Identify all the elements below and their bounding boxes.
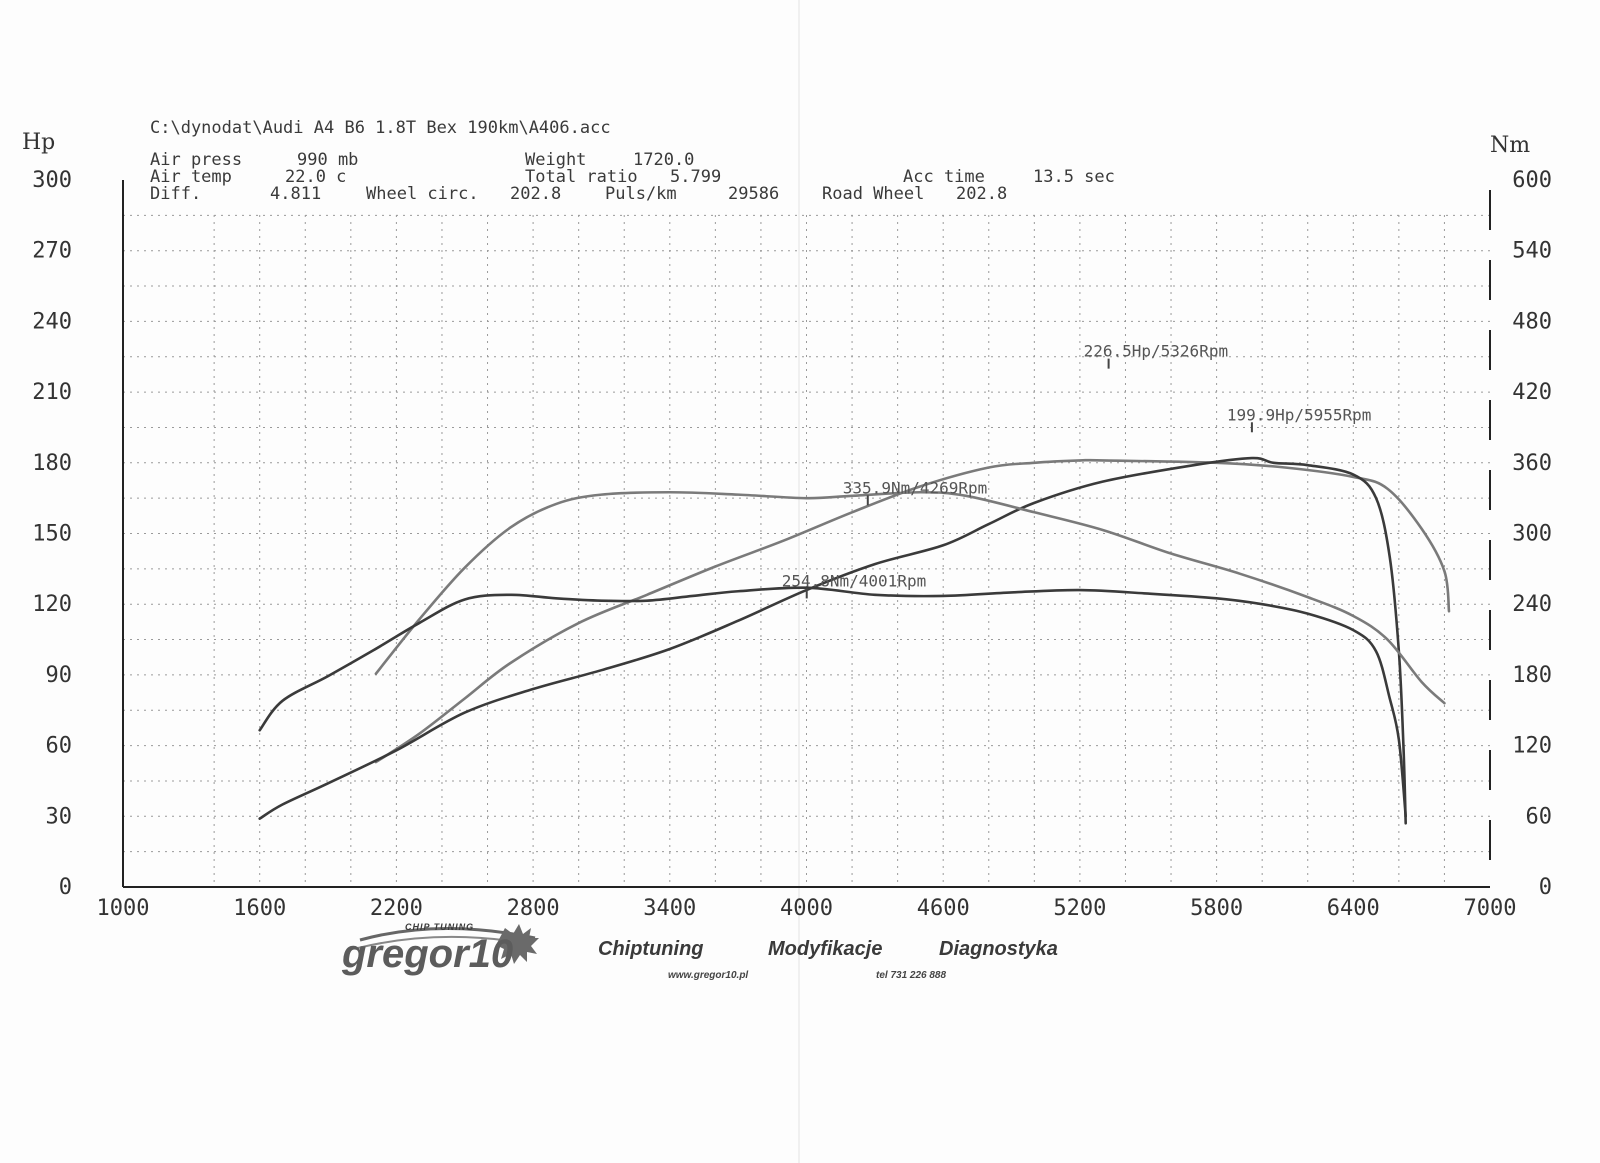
acc-time-label: Acc time (903, 167, 985, 187)
y-right-tick-label: 420 (1512, 380, 1552, 405)
diff-label: Diff. (150, 184, 202, 204)
peak-label: 254.8Nm/4001Rpm (782, 571, 927, 590)
power-curve-tuned (374, 458, 1451, 764)
x-tick-label: 4000 (780, 896, 833, 921)
x-tick-label: 5200 (1053, 896, 1106, 921)
wheel-circ-value: 202.8 (510, 184, 562, 204)
y-left-tick-label: 0 (59, 875, 72, 900)
air-press-label: Air press (150, 150, 243, 170)
website: www.gregor10.pl (668, 970, 749, 981)
road-wheel-value: 202.8 (956, 184, 1008, 204)
y-right-tick-label: 180 (1512, 663, 1552, 688)
file-path: C:\dynodat\Audi A4 B6 1.8T Bex 190km\A40… (150, 118, 611, 138)
y-right-tick-label: 240 (1512, 592, 1552, 617)
total-ratio-value: 5.799 (670, 167, 722, 187)
total-ratio-label: Total ratio (525, 167, 638, 187)
torque-curve-tuned (374, 490, 1446, 705)
x-tick-label: 3400 (643, 896, 696, 921)
y-right-tick-label: 60 (1526, 804, 1553, 829)
y-right-tick-label: 540 (1512, 239, 1552, 264)
weight-label: Weight (525, 150, 587, 170)
x-tick-label: 1600 (233, 896, 286, 921)
y-right-tick-label: 360 (1512, 451, 1552, 476)
weight-value: 1720.0 (633, 150, 695, 170)
y-right-tick-label: 480 (1512, 309, 1552, 334)
x-tick-label: 2800 (507, 896, 560, 921)
road-wheel-label: Road Wheel (822, 184, 925, 204)
paper-fold (798, 0, 800, 1163)
y-right-axis-unit: Nm (1490, 133, 1531, 158)
puls-label: Puls/km (605, 184, 677, 204)
x-tick-label: 5800 (1190, 896, 1243, 921)
x-tick-label: 7000 (1464, 896, 1517, 921)
y-left-tick-label: 210 (32, 380, 72, 405)
y-right-tick-label: 0 (1539, 875, 1552, 900)
torque-curve-stock (258, 586, 1407, 818)
air-temp-label: Air temp (150, 167, 232, 187)
peak-label: 335.9Nm/4269Rpm (843, 478, 988, 497)
wheel-circ-label: Wheel circ. (366, 184, 479, 204)
service-modyfikacje: Modyfikacje (768, 938, 883, 960)
puls-value: 29586 (728, 184, 780, 204)
logo-tagline: CHIP TUNING (405, 922, 475, 932)
y-right-tick-label: 300 (1512, 522, 1552, 547)
y-left-tick-label: 150 (32, 522, 72, 547)
peak-label: 199.9Hp/5955Rpm (1227, 405, 1372, 424)
y-left-tick-label: 180 (32, 451, 72, 476)
x-tick-label: 4600 (917, 896, 970, 921)
service-chiptuning: Chiptuning (598, 938, 704, 960)
service-diagnostyka: Diagnostyka (939, 938, 1058, 960)
x-tick-label: 1000 (97, 896, 150, 921)
diff-value: 4.811 (270, 184, 322, 204)
acc-time-value: 13.5 sec (1033, 167, 1115, 187)
y-left-axis-unit: Hp (22, 130, 56, 155)
gregor10-logo (357, 924, 539, 964)
y-left-tick-label: 270 (32, 239, 72, 264)
y-right-tick-label: 120 (1512, 734, 1552, 759)
x-tick-label: 2200 (370, 896, 423, 921)
y-right-tick-label: 600 (1512, 168, 1552, 193)
peak-label: 226.5Hp/5326Rpm (1084, 342, 1229, 361)
y-left-tick-label: 90 (46, 663, 73, 688)
y-left-tick-label: 120 (32, 592, 72, 617)
power-curve-stock (258, 456, 1407, 825)
y-left-tick-label: 300 (32, 168, 72, 193)
y-left-tick-label: 60 (46, 734, 73, 759)
x-tick-label: 6400 (1327, 896, 1380, 921)
air-temp-value: 22.0 c (285, 167, 347, 187)
logo-wordmark: gregor10 (342, 932, 514, 976)
air-press-value: 990 mb (297, 150, 359, 170)
phone: tel 731 226 888 (876, 970, 947, 981)
y-left-tick-label: 240 (32, 309, 72, 334)
y-left-tick-label: 30 (46, 804, 73, 829)
